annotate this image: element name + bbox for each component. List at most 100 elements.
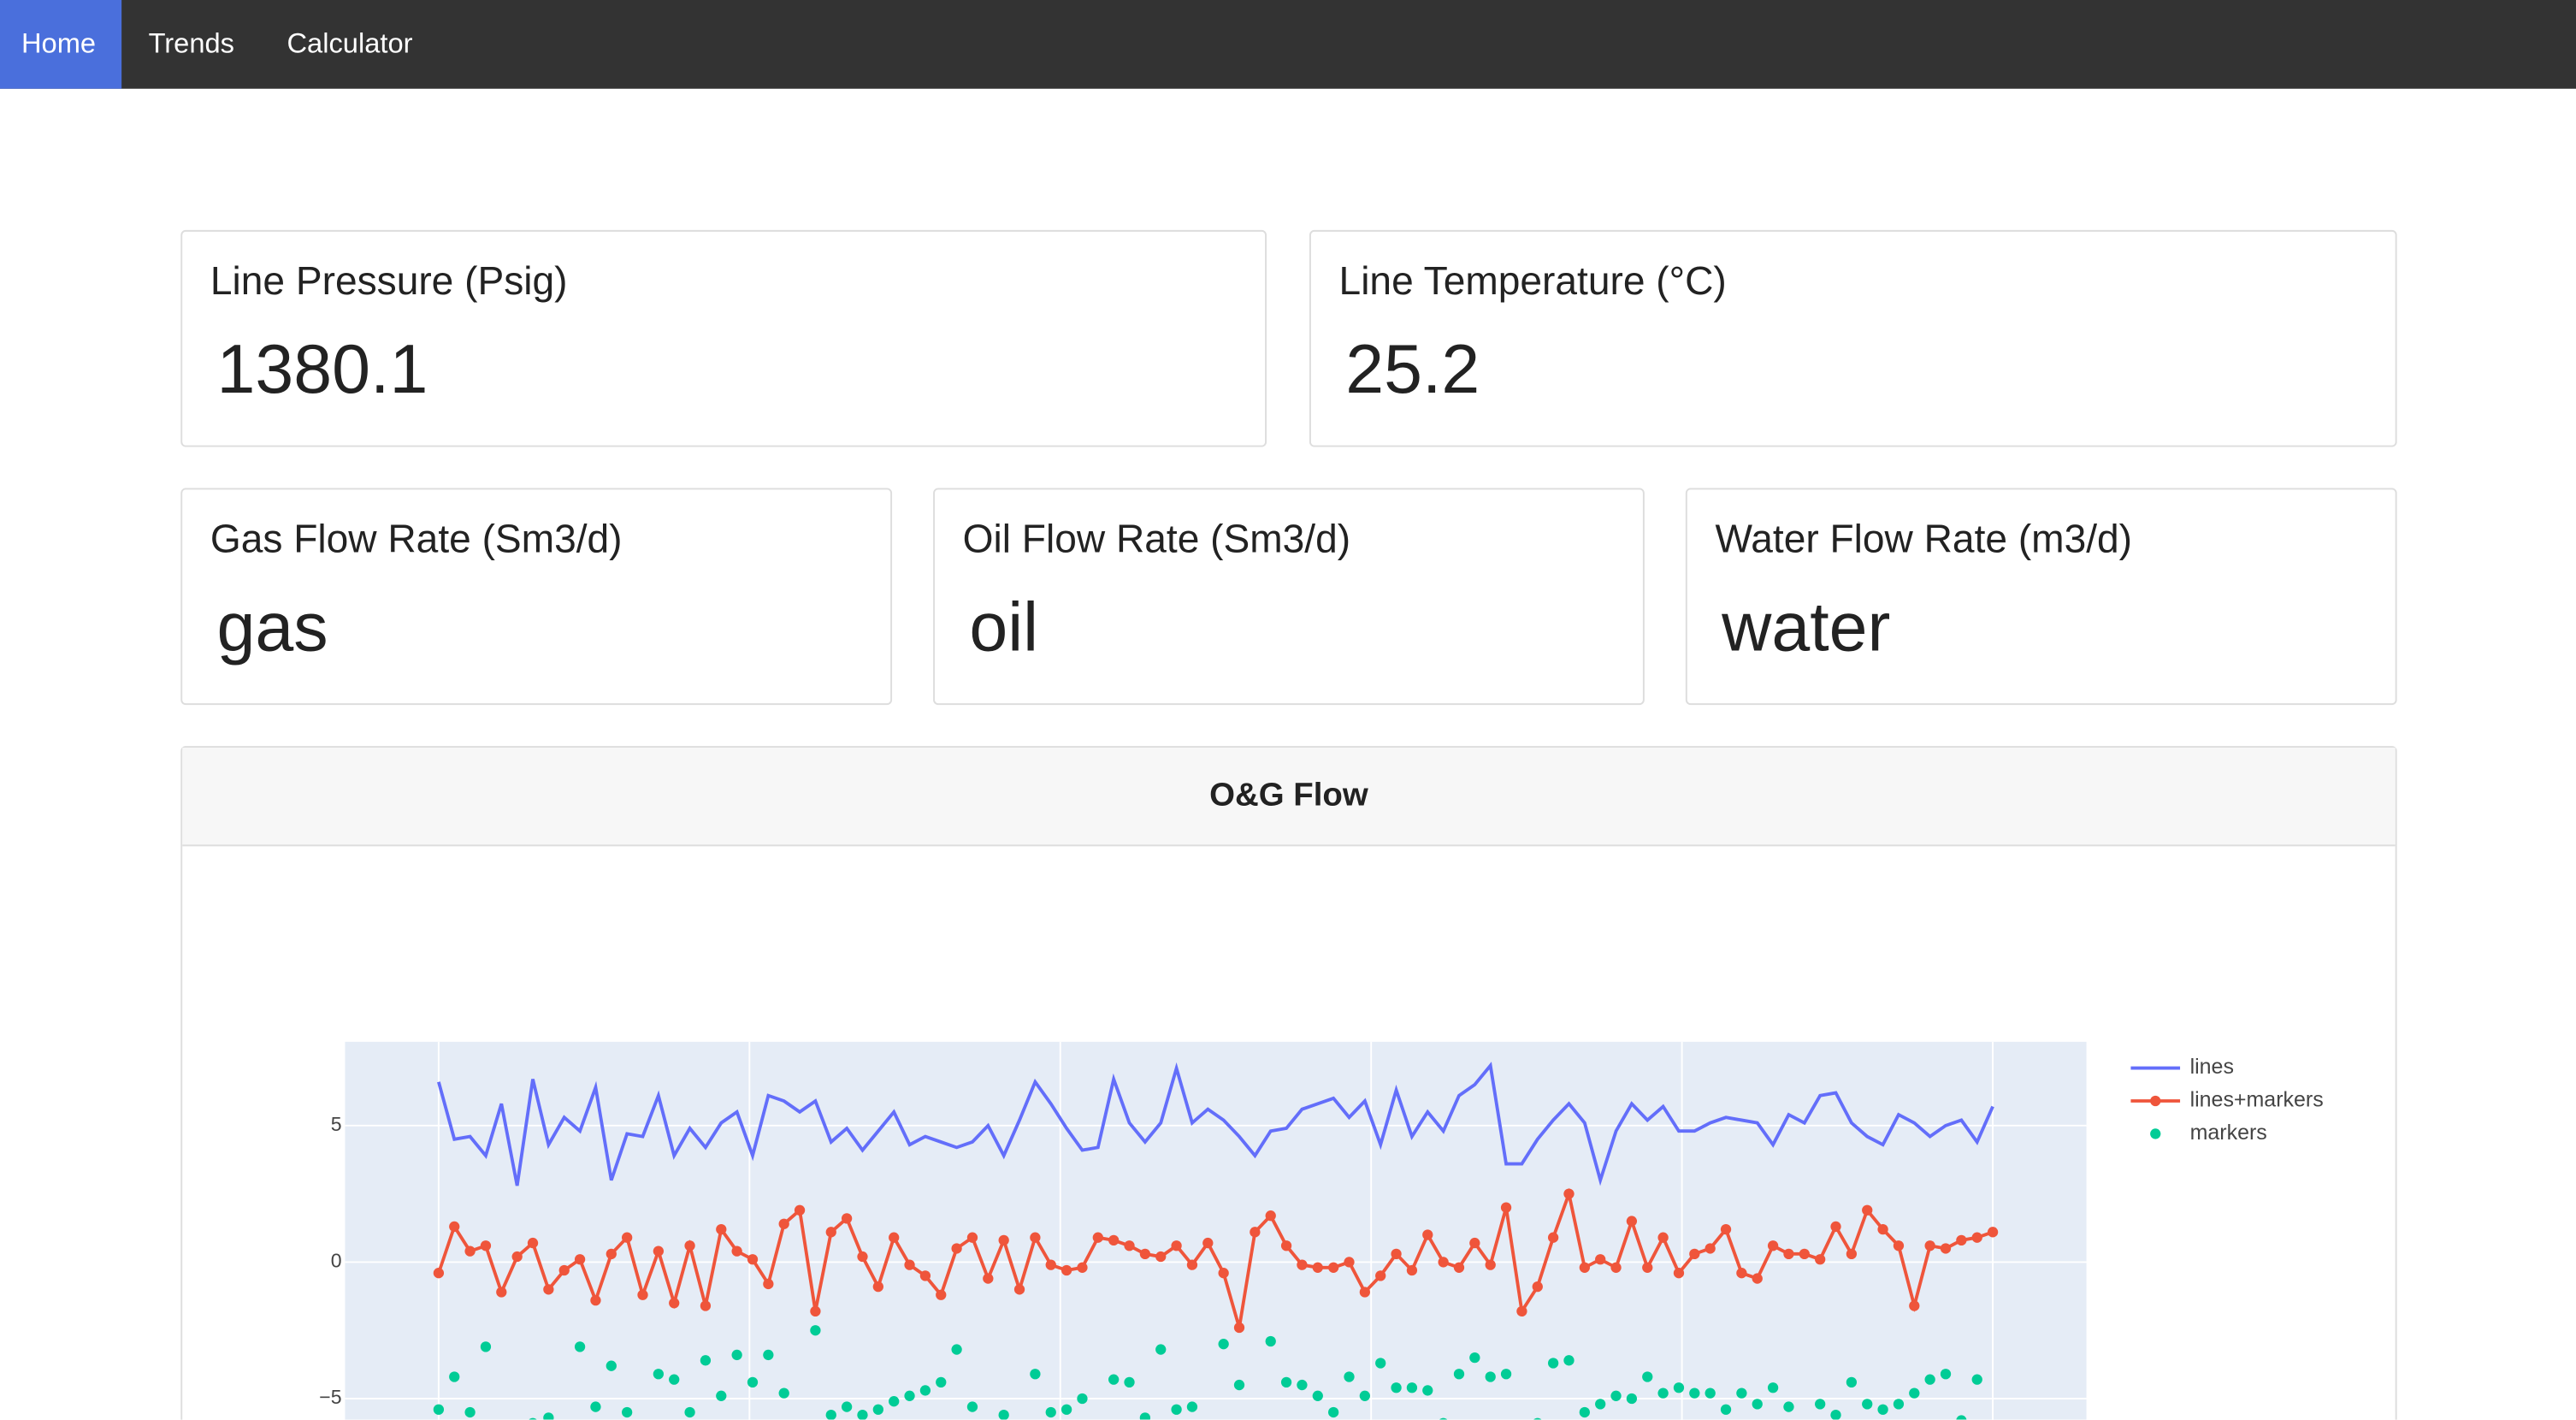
marker bbox=[1893, 1399, 1905, 1410]
marker bbox=[1673, 1268, 1685, 1279]
marker bbox=[1327, 1262, 1339, 1273]
marker bbox=[763, 1278, 774, 1290]
marker bbox=[1391, 1248, 1402, 1259]
marker bbox=[1689, 1248, 1700, 1259]
marker bbox=[1124, 1376, 1135, 1387]
marker bbox=[1061, 1264, 1072, 1276]
marker bbox=[1689, 1387, 1700, 1399]
marker bbox=[1280, 1240, 1292, 1251]
metric-value: 1380.1 bbox=[216, 330, 428, 408]
marker bbox=[1595, 1399, 1606, 1410]
marker bbox=[1516, 1305, 1527, 1317]
marker bbox=[622, 1232, 633, 1243]
nav-link[interactable]: Home bbox=[0, 0, 122, 89]
marker bbox=[1077, 1262, 1088, 1273]
y-tick-label: 0 bbox=[331, 1250, 342, 1272]
marker bbox=[1359, 1390, 1371, 1401]
metric-card: Line Temperature (°C) 25.2 bbox=[1309, 229, 2397, 447]
legend-label: markers bbox=[2190, 1121, 2267, 1145]
marker bbox=[825, 1410, 836, 1420]
marker bbox=[872, 1281, 883, 1293]
marker bbox=[669, 1374, 680, 1385]
marker bbox=[857, 1251, 868, 1263]
marker bbox=[919, 1385, 931, 1396]
marker bbox=[1657, 1232, 1669, 1243]
marker bbox=[889, 1232, 900, 1243]
marker bbox=[1061, 1404, 1072, 1415]
nav-link[interactable]: Trends bbox=[148, 27, 235, 60]
marker bbox=[841, 1213, 853, 1224]
marker bbox=[464, 1245, 476, 1257]
marker bbox=[1045, 1406, 1056, 1418]
marker bbox=[622, 1406, 633, 1418]
marker bbox=[1344, 1371, 1355, 1382]
marker bbox=[794, 1204, 806, 1216]
marker bbox=[778, 1218, 789, 1229]
marker bbox=[716, 1390, 727, 1401]
marker bbox=[747, 1254, 759, 1265]
metric-label: Line Pressure (Psig) bbox=[210, 259, 568, 305]
marker bbox=[716, 1223, 727, 1235]
marker bbox=[496, 1287, 507, 1298]
marker bbox=[1030, 1369, 1041, 1380]
marker bbox=[1987, 1227, 1999, 1238]
marker bbox=[1139, 1248, 1151, 1259]
marker bbox=[1155, 1344, 1167, 1355]
marker bbox=[1563, 1188, 1575, 1199]
marker bbox=[1595, 1254, 1606, 1265]
metric-label: Line Temperature (°C) bbox=[1338, 259, 1727, 305]
marker bbox=[1171, 1240, 1182, 1251]
marker bbox=[1013, 1284, 1025, 1295]
marker bbox=[1280, 1376, 1292, 1387]
marker bbox=[857, 1410, 868, 1420]
marker bbox=[731, 1349, 742, 1361]
marker bbox=[1547, 1232, 1559, 1243]
marker bbox=[1830, 1410, 1841, 1420]
marker bbox=[904, 1390, 915, 1401]
marker bbox=[1783, 1248, 1794, 1259]
legend-marker bbox=[2150, 1095, 2161, 1107]
marker bbox=[951, 1344, 962, 1355]
marker bbox=[1030, 1232, 1041, 1243]
marker bbox=[1312, 1390, 1323, 1401]
marker bbox=[1297, 1379, 1308, 1391]
marker bbox=[1705, 1243, 1716, 1254]
marker bbox=[983, 1273, 994, 1284]
marker bbox=[1297, 1259, 1308, 1270]
marker bbox=[1799, 1248, 1810, 1259]
navbar: Home Trends Calculator bbox=[0, 0, 2576, 89]
marker bbox=[1940, 1243, 1952, 1254]
marker bbox=[1924, 1374, 1935, 1385]
marker bbox=[1186, 1401, 1198, 1412]
marker bbox=[1453, 1369, 1465, 1380]
marker bbox=[1532, 1281, 1543, 1293]
marker bbox=[1485, 1371, 1496, 1382]
marker bbox=[1940, 1369, 1952, 1380]
marker bbox=[1626, 1216, 1638, 1227]
marker bbox=[1202, 1237, 1214, 1249]
marker bbox=[731, 1245, 742, 1257]
marker bbox=[1265, 1210, 1276, 1222]
marker bbox=[951, 1243, 962, 1254]
metric-label: Water Flow Rate (m3/d) bbox=[1715, 518, 2133, 562]
marker bbox=[543, 1284, 554, 1295]
marker bbox=[1783, 1401, 1794, 1412]
marker bbox=[1312, 1262, 1323, 1273]
marker bbox=[1453, 1262, 1465, 1273]
marker bbox=[574, 1254, 586, 1265]
marker bbox=[825, 1227, 836, 1238]
marker bbox=[449, 1221, 460, 1233]
chart-title: O&G Flow bbox=[182, 748, 2396, 847]
marker bbox=[841, 1401, 853, 1412]
marker bbox=[464, 1406, 476, 1418]
metric-value: gas bbox=[216, 588, 328, 666]
metric-card: Gas Flow Rate (Sm3/d) gas bbox=[180, 488, 893, 706]
marker bbox=[966, 1401, 978, 1412]
marker bbox=[480, 1240, 492, 1251]
marker bbox=[700, 1300, 712, 1311]
nav-link[interactable]: Calculator bbox=[287, 27, 413, 60]
marker bbox=[1265, 1335, 1276, 1347]
marker bbox=[1720, 1223, 1732, 1235]
marker bbox=[1469, 1352, 1480, 1364]
series-line bbox=[437, 1187, 1994, 1328]
